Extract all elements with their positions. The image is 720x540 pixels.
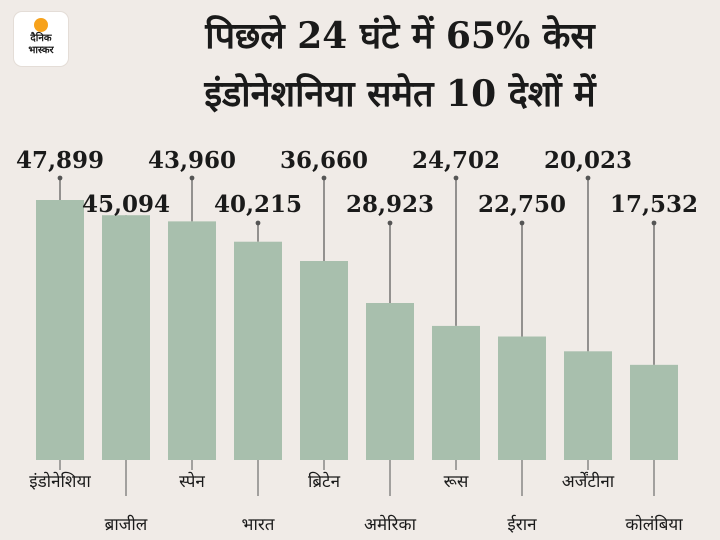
value-label: 40,215: [214, 191, 302, 218]
value-leader-dot: [321, 175, 327, 181]
logo-line-1: दैनिक: [30, 33, 52, 44]
bar: [432, 325, 480, 460]
value-leader-dot: [453, 175, 459, 181]
value-leader-dot: [255, 220, 261, 226]
value-label: 17,532: [610, 191, 698, 218]
category-label: स्पेन: [179, 471, 205, 492]
value-label: 20,023: [544, 147, 632, 174]
value-label: 22,750: [478, 191, 566, 218]
value-label: 24,702: [412, 147, 500, 174]
category-label: ब्रिटेन: [308, 471, 341, 492]
value-leader-dot: [57, 175, 63, 181]
value-label: 36,660: [280, 147, 368, 174]
bar: [564, 351, 612, 460]
value-leader-dot: [651, 220, 657, 226]
dainik-bhaskar-logo: दैनिक भास्कर: [14, 12, 68, 66]
category-label: कोलंबिया: [625, 514, 683, 535]
bar: [36, 200, 84, 460]
category-label: अमेरिका: [364, 514, 417, 535]
sun-icon: [34, 18, 48, 32]
value-label: 43,960: [148, 147, 236, 174]
bar: [630, 364, 678, 460]
category-label: ब्राजील: [105, 514, 148, 535]
category-label: इंडोनेशिया: [29, 471, 91, 492]
category-label: भारत: [242, 515, 275, 535]
value-leader-dot: [519, 220, 525, 226]
bar: [498, 336, 546, 460]
value-leader-dot: [585, 175, 591, 181]
value-leader-dot: [189, 175, 195, 181]
value-label: 28,923: [346, 191, 434, 218]
value-leader-dot: [387, 220, 393, 226]
chart-title-line-2: इंडोनेशनिया समेत 10 देशों में: [204, 73, 596, 115]
bar: [366, 303, 414, 460]
bar: [234, 241, 282, 460]
bar: [102, 215, 150, 460]
logo-line-2: भास्कर: [28, 45, 54, 56]
category-label: ईरान: [507, 514, 537, 535]
category-label: रूस: [444, 472, 469, 492]
value-label: 45,094: [82, 191, 170, 218]
bar: [168, 221, 216, 460]
chart-title-line-1: पिछले 24 घंटे में 65% केस: [205, 15, 595, 57]
value-label: 47,899: [16, 147, 104, 174]
category-label: अर्जेंटीना: [562, 471, 615, 492]
bar: [300, 261, 348, 460]
